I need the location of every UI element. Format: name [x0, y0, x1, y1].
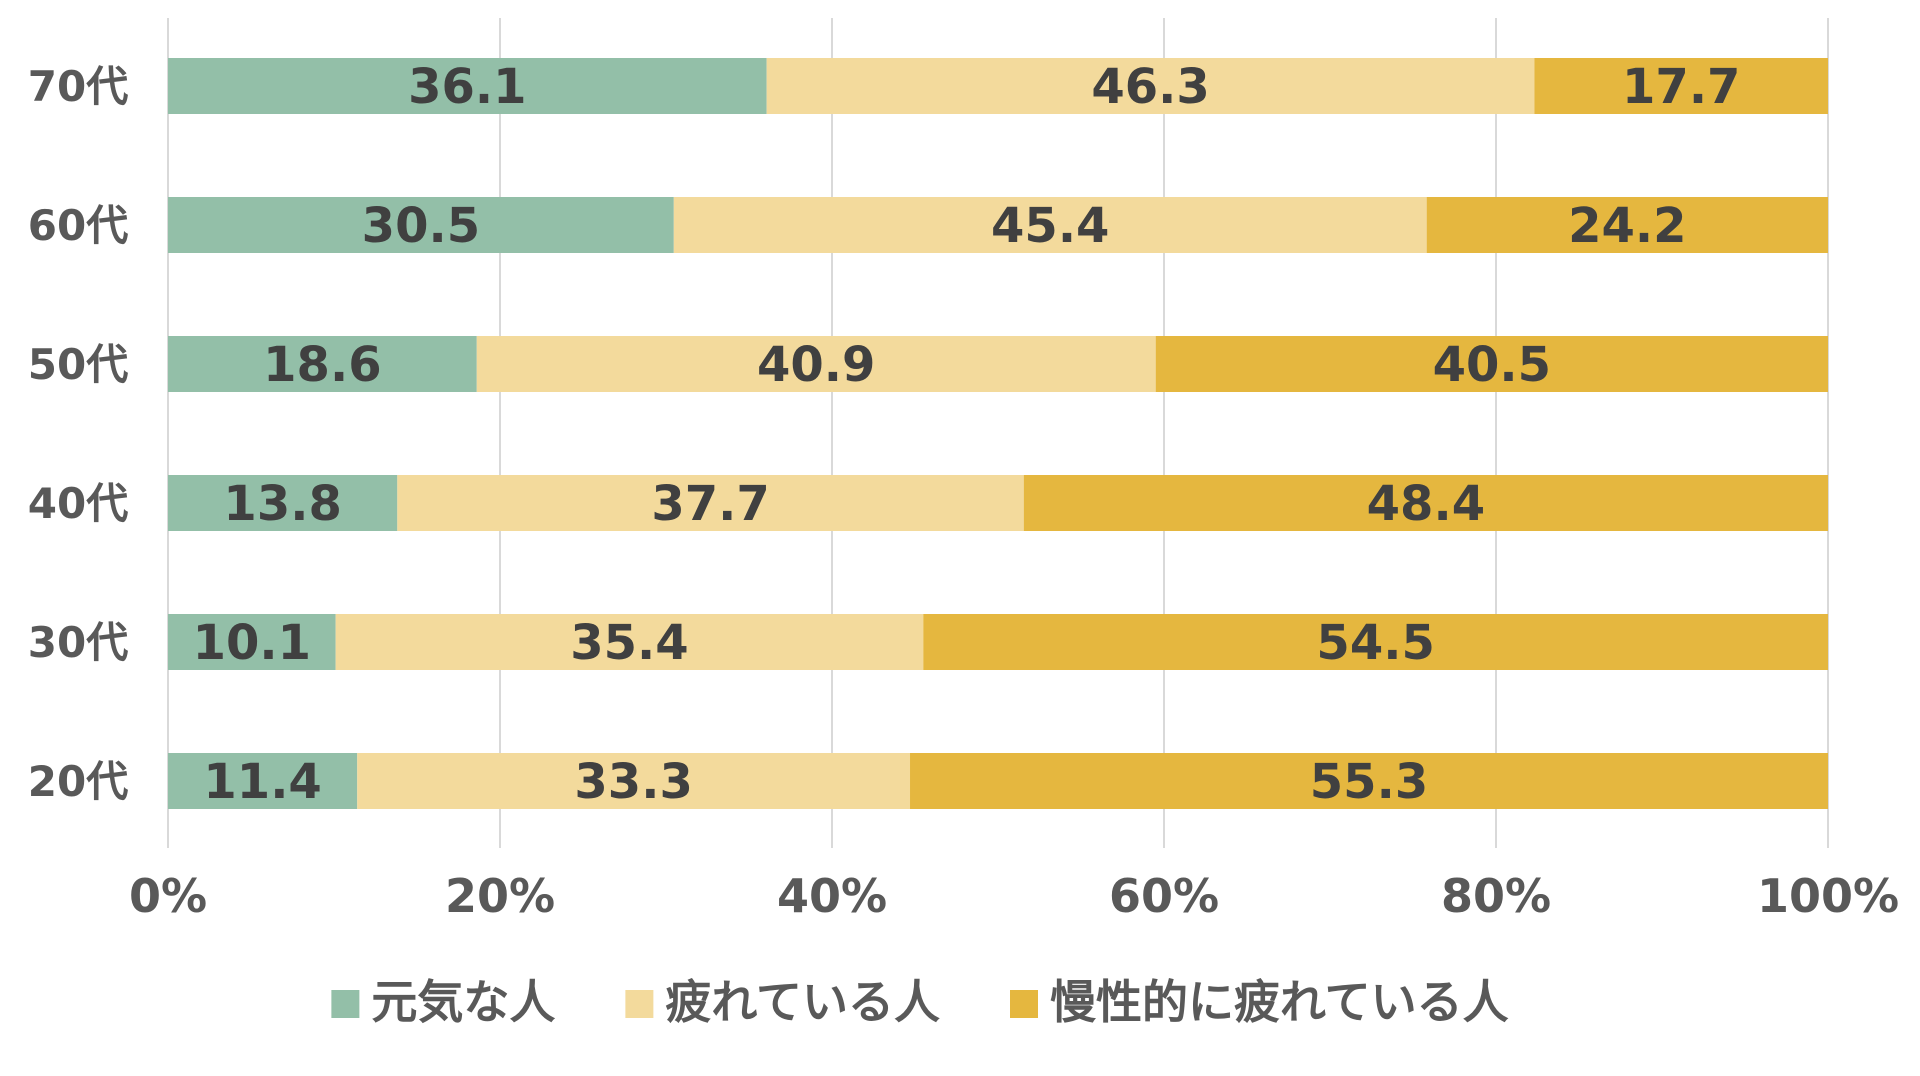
x-tick-label: 60%	[1109, 869, 1219, 923]
data-label: 18.6	[263, 337, 381, 393]
data-label: 30.5	[362, 198, 480, 254]
legend-swatch	[625, 990, 654, 1018]
data-label: 40.5	[1433, 337, 1551, 393]
data-label: 10.1	[193, 615, 311, 671]
bar-segment	[168, 753, 358, 809]
legend-item: 元気な人	[331, 975, 555, 1029]
bar-segment	[1534, 58, 1828, 114]
category-label: 40代	[28, 479, 128, 528]
bar-segment	[357, 753, 911, 809]
category-label: 50代	[28, 340, 128, 389]
data-label: 24.2	[1568, 198, 1686, 254]
data-label: 33.3	[574, 754, 692, 810]
legend-label: 慢性的に疲れている人	[1050, 975, 1509, 1029]
legend-item: 疲れている人	[625, 975, 940, 1029]
bar-segment	[1426, 197, 1828, 253]
legend-label: 元気な人	[371, 975, 555, 1029]
x-tick-label: 100%	[1757, 869, 1899, 923]
bar-segment	[766, 58, 1535, 114]
value-axis: 0% 20% 40% 60% 80% 100%	[129, 869, 1899, 923]
data-label: 55.3	[1310, 754, 1428, 810]
legend-label: 疲れている人	[665, 975, 940, 1029]
bar-segment	[335, 614, 924, 670]
bar-segment	[910, 753, 1828, 809]
data-label: 54.5	[1316, 615, 1434, 671]
legend-swatch	[1010, 990, 1038, 1018]
bar-segment	[168, 475, 398, 531]
bar-segment	[476, 336, 1156, 392]
data-label: 11.4	[203, 754, 321, 810]
data-labels: 36.1 46.3 17.7 30.5 45.4 24.2 18.6 40.9 40.5 13.8…	[193, 59, 1741, 810]
data-label: 40.9	[757, 337, 875, 393]
category-label: 70代	[28, 62, 128, 111]
data-label: 48.4	[1367, 476, 1485, 532]
gridlines	[167, 18, 1829, 848]
data-label: 45.4	[991, 198, 1109, 254]
bar-segment	[168, 58, 767, 114]
category-label: 30代	[28, 618, 128, 667]
data-label: 46.3	[1091, 59, 1209, 115]
x-tick-label: 40%	[777, 869, 887, 923]
bar-segment	[1023, 475, 1828, 531]
category-label: 60代	[28, 201, 128, 250]
x-tick-label: 0%	[129, 869, 207, 923]
legend: 元気な人 疲れている人 慢性的に疲れている人	[331, 975, 1509, 1029]
data-label: 36.1	[408, 59, 526, 115]
data-label: 37.7	[651, 476, 769, 532]
x-tick-label: 80%	[1441, 869, 1551, 923]
bar-segment	[168, 614, 336, 670]
data-label: 13.8	[223, 476, 341, 532]
data-label: 17.7	[1622, 59, 1740, 115]
data-label: 35.4	[570, 615, 688, 671]
x-tick-label: 20%	[445, 869, 555, 923]
bar-segment	[923, 614, 1828, 670]
bars	[168, 58, 1828, 809]
bar-segment	[168, 336, 477, 392]
bar-segment	[673, 197, 1427, 253]
category-axis: 70代 60代 50代 40代 30代 20代	[28, 62, 128, 806]
legend-item: 慢性的に疲れている人	[1010, 975, 1509, 1029]
category-label: 20代	[28, 757, 128, 806]
bar-segment	[1155, 336, 1828, 392]
bar-segment	[397, 475, 1024, 531]
bar-segment	[168, 197, 674, 253]
legend-swatch	[331, 990, 360, 1018]
